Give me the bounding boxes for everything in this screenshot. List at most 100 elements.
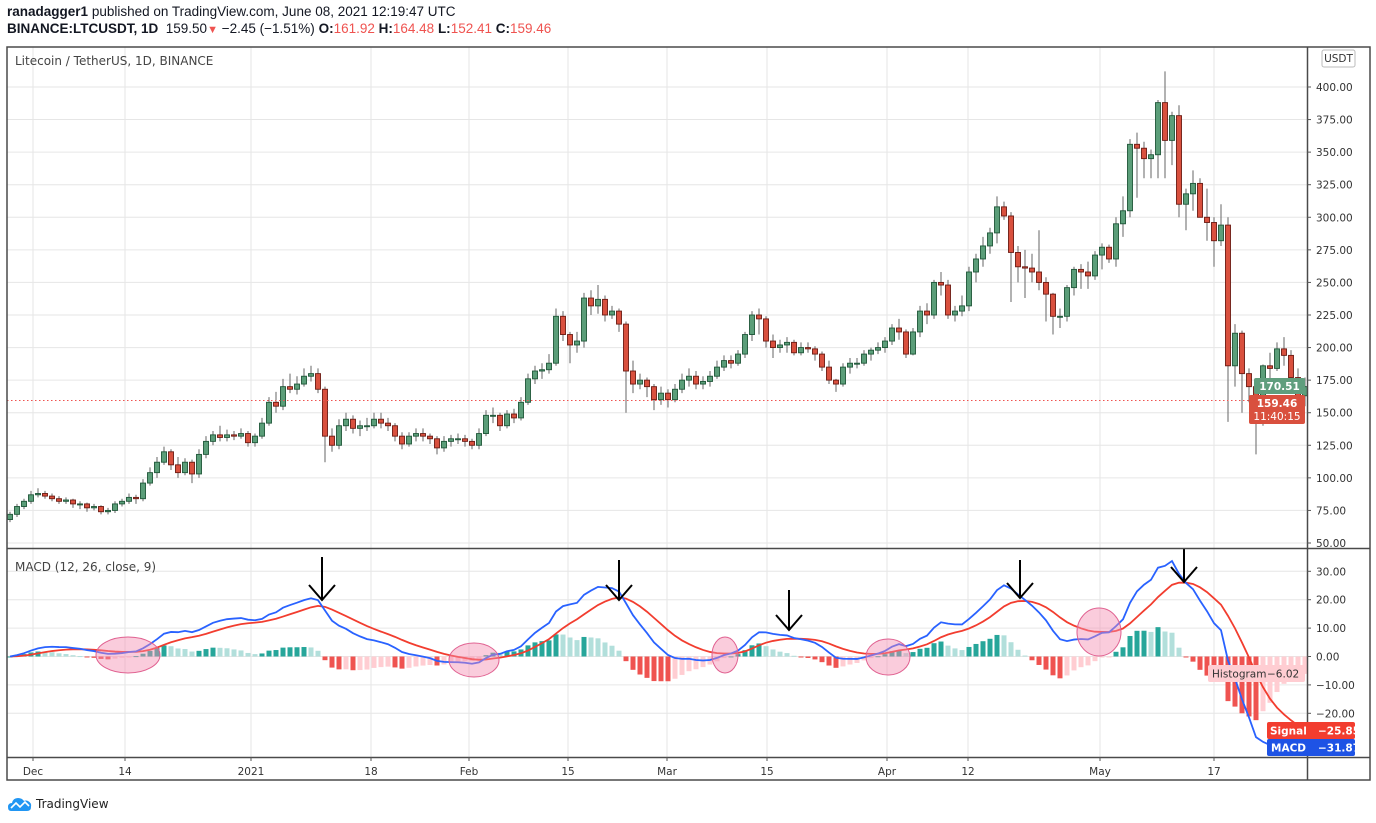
signal-label: Signal [1270,726,1307,738]
macd-histogram-bar [560,634,566,657]
macd-histogram-bar [294,647,300,657]
candle-body-up [1155,102,1161,156]
author-name[interactable]: ranadagger1 [7,4,89,19]
candle-body-up [1190,182,1196,195]
candle [644,377,650,398]
macd-histogram-bar [105,656,111,660]
candle-body-down [434,438,440,449]
candle [1085,261,1091,289]
candle-body-up [161,451,167,463]
macd-histogram-bar [413,656,419,667]
candle-body-down [1022,266,1028,269]
macd-histogram-bar [140,653,146,657]
candle [399,432,405,450]
macd-layer [7,559,1307,749]
candle-body-down [1106,246,1112,260]
candle [763,316,769,348]
arrow-down-icon [1170,548,1198,584]
candle [595,285,601,314]
macd-histogram-bar [1183,656,1189,658]
candle [119,498,125,507]
arrow-head [775,614,803,632]
candle [714,360,720,379]
candle-body-down [945,284,951,316]
currency-box[interactable] [1321,49,1356,68]
candle [819,351,825,372]
macd-histogram-bar [203,649,209,657]
candle-body-down [1001,206,1007,217]
macd-histogram-bar [385,656,391,667]
price-tick-label: 175.00 [1316,375,1353,387]
macd-histogram-bar [511,651,517,657]
candle [665,389,671,408]
candle-body-down [497,414,503,427]
candle-body-down [826,366,832,381]
candle-body-down [84,503,90,509]
macd-tick-label: −20.00 [1316,708,1355,720]
candle [511,408,517,424]
candle-body-down [1267,365,1273,369]
candle-body-up [483,414,489,435]
candle-body-up [679,379,685,390]
arrow-head [1006,582,1034,600]
candle [322,386,328,463]
macd-tick-label: 30.00 [1316,566,1346,578]
macd-histogram-bar [595,638,601,657]
candle [616,308,622,332]
macd-histogram-bar [672,656,678,679]
candle [1071,266,1077,296]
candle-body-down [189,461,195,475]
candle-body-down [1085,271,1091,277]
macd-histogram-bar [917,648,923,657]
macd-histogram-bar [763,646,769,657]
macd-histogram-bar [952,648,958,657]
candle-body-up [973,258,979,273]
candle [679,373,685,394]
candle-body-up [952,310,958,316]
candle-body-up [574,340,580,346]
macd-histogram-bar [266,650,272,657]
macd-histogram-bar [483,655,489,657]
candle-body-down [469,440,475,446]
chart-frame [6,46,1371,781]
candle [770,334,776,358]
candle-body-down [1050,293,1056,317]
candle-body-down [1239,332,1245,375]
macd-histogram-bar [210,647,216,657]
macd-histogram-bar [959,650,965,657]
candle [581,292,587,348]
candle-body-down [1281,348,1287,356]
candle [371,412,377,429]
candle-body-up [1274,348,1280,369]
currency-label: USDT [1324,53,1353,65]
candle-body-up [441,440,447,449]
candle-body-up [336,425,342,446]
candle [14,503,20,517]
candle-body-down [1134,143,1140,149]
candle-body-up [1218,224,1224,242]
macd-histogram-bar [1190,656,1196,662]
macd-histogram-bar [301,647,307,657]
candle [1246,368,1252,403]
high-value: 164.48 [392,21,435,36]
signal-line [9,581,1306,731]
macd-histogram-bar [896,650,902,657]
tradingview-brand[interactable]: TradingView [8,796,109,812]
candle-body-down [567,334,573,346]
candle [651,384,657,411]
macd-histogram-bar [126,656,132,658]
macd-tag: MACD −31.87 [1267,739,1360,756]
candle [1197,178,1203,218]
macd-histogram-bar [1022,655,1028,657]
time-tick-label: Feb [460,766,479,778]
candle [112,501,118,514]
candle-body-down [168,451,174,466]
candle-body-up [259,422,265,437]
candle [147,467,153,486]
macd-histogram-bar [847,656,853,665]
candle-body-up [917,310,923,333]
candle [1162,71,1168,179]
candle [497,412,503,431]
macd-histogram-bar [336,656,342,670]
